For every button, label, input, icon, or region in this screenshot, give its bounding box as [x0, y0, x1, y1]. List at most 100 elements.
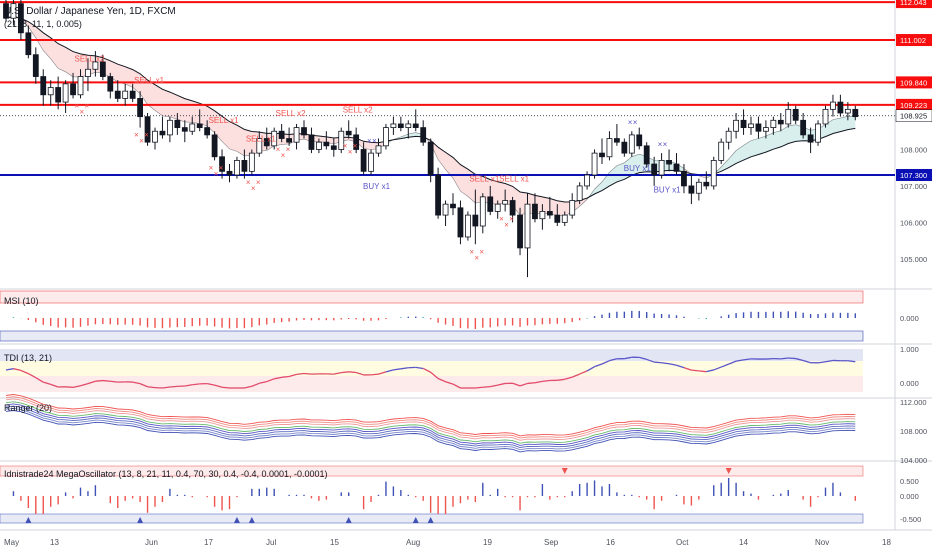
candle-body [32, 54, 39, 77]
candle-body [219, 156, 225, 172]
msi-label: MSI (10) [4, 296, 39, 306]
tdi-line-segment [281, 375, 290, 378]
tdi-line-segment [370, 373, 379, 376]
sell-signal-marker: × [256, 178, 261, 187]
tdi-line-segment [847, 360, 856, 363]
candle-body [524, 203, 531, 249]
candle-body [740, 119, 747, 128]
candle-body [10, 3, 17, 19]
tdi-line-segment [654, 361, 662, 364]
ma-cloud-segment [162, 89, 170, 117]
tdi-line-segment [266, 378, 275, 383]
megaoscillator-label: Idnistrade24 MegaOscillator (13, 8, 21, … [4, 469, 328, 479]
ma-cloud-segment [475, 174, 483, 203]
ma-cloud-segment [751, 138, 759, 157]
price-tick-label: 108.000 [900, 145, 927, 154]
x-tick-label: 16 [606, 538, 615, 547]
candle-body [569, 200, 576, 216]
candle-body [293, 127, 300, 143]
candle-body [40, 76, 47, 96]
tdi-line-segment [184, 384, 193, 387]
ma-cloud-segment [847, 116, 856, 130]
x-tick-label: Oct [676, 538, 689, 547]
candle-body [770, 119, 777, 128]
candle-body [263, 138, 270, 147]
level-price-text: 111.002 [900, 36, 926, 45]
mega-buy-arrow [345, 517, 352, 523]
tdi-line-segment [802, 359, 811, 364]
tdi-line-segment [259, 380, 267, 384]
candle-body [844, 108, 851, 114]
candle-body [606, 138, 613, 158]
tdi-line-segment [87, 380, 96, 385]
candle-body [800, 119, 807, 136]
tdi-line-segment [795, 357, 804, 362]
tdi-line-segment [303, 372, 312, 375]
candle-body [70, 83, 76, 96]
candle-body [405, 123, 412, 128]
tdi-line-segment [624, 356, 632, 360]
ma-cloud-segment [840, 116, 848, 132]
candle-body [234, 160, 240, 176]
buy-signal-marker: × [367, 136, 372, 145]
ma-cloud-segment [58, 43, 66, 72]
tdi-line-segment [668, 363, 677, 366]
ma-cloud-segment [602, 172, 610, 191]
sell-signal-label: SELL x1 [469, 175, 499, 184]
ranger-tick: 104.000 [900, 456, 927, 465]
ma-cloud-segment [236, 125, 245, 156]
candle-body [17, 3, 24, 34]
candle-body [792, 108, 799, 121]
tdi-line-segment [534, 380, 543, 384]
msi-upper-band [0, 290, 864, 304]
candle-body [174, 119, 181, 128]
tdi-line-segment [296, 372, 305, 376]
ma-cloud-segment [199, 103, 208, 127]
candle-body [651, 163, 658, 176]
tdi-line-segment [288, 373, 297, 378]
ma-cloud-segment [736, 145, 744, 164]
ma-cloud-segment [467, 169, 476, 203]
tdi-line-segment [542, 379, 550, 383]
ma-cloud-segment [177, 95, 185, 122]
sell-signal-label: SELL x1 [134, 76, 164, 85]
candle-body [487, 196, 494, 212]
ma-cloud-segment [832, 118, 841, 134]
candle-body [62, 83, 69, 103]
candle-body [703, 181, 710, 187]
sell-signal-label: SELL x1 [209, 116, 239, 125]
ma-cloud-segment [222, 116, 230, 149]
tdi-line-segment [430, 371, 439, 379]
sell-signal-marker: × [276, 145, 281, 154]
tdi-line-segment [519, 382, 528, 387]
tdi-line-segment [437, 377, 446, 383]
mega-upper-band [0, 465, 864, 477]
tdi-line-segment [251, 382, 260, 387]
sell-signal-marker: × [499, 214, 504, 223]
candle-body [554, 214, 561, 223]
ma-cloud-segment [192, 100, 200, 124]
sell-signal-marker: × [214, 169, 219, 178]
ma-cloud-segment [460, 164, 468, 197]
tdi-line-segment [102, 379, 111, 382]
candle-body [25, 32, 32, 56]
tdi-line-segment [557, 378, 565, 381]
candle-body [144, 116, 151, 143]
candle-body [509, 200, 516, 216]
buy-signal-marker: × [663, 140, 668, 149]
candle-body [390, 123, 397, 128]
tdi-line-segment [706, 369, 714, 373]
candle-body [345, 130, 352, 136]
tdi-line-segment [728, 360, 737, 365]
ranger-band-line [5, 401, 856, 444]
tdi-line-segment [527, 382, 536, 385]
candle-body [733, 119, 739, 132]
tdi-tick: 1.000 [900, 345, 919, 354]
mega-buy-arrow [427, 517, 434, 523]
sell-signal-label: SELL x2 [75, 54, 105, 63]
tdi-line-segment [698, 370, 707, 373]
sell-signal-marker: × [80, 107, 85, 116]
candle-body [614, 138, 620, 143]
candle-body [807, 134, 814, 143]
